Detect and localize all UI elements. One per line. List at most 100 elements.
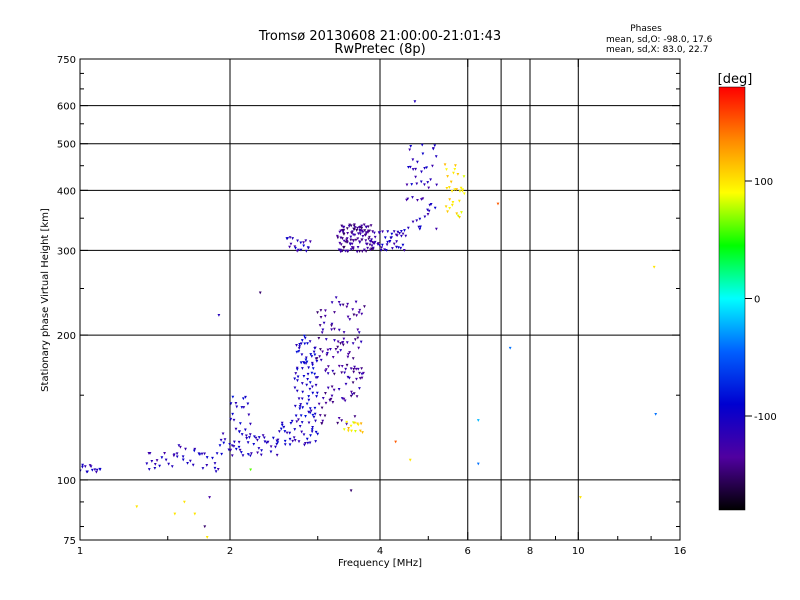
data-point	[229, 448, 233, 452]
data-point	[234, 447, 238, 451]
data-point	[297, 347, 301, 350]
data-point	[229, 417, 233, 421]
data-point	[330, 301, 334, 305]
data-point	[396, 230, 400, 234]
data-point	[193, 512, 197, 516]
data-point	[310, 355, 314, 358]
data-point	[297, 397, 301, 401]
data-point	[83, 465, 87, 469]
data-point	[416, 198, 419, 202]
data-point	[304, 415, 307, 418]
data-point	[269, 450, 273, 454]
data-point	[305, 402, 309, 406]
data-point	[425, 166, 429, 170]
data-point	[340, 371, 344, 375]
data-point	[237, 445, 241, 449]
data-point	[378, 231, 382, 235]
data-point	[252, 442, 256, 446]
data-point	[326, 348, 330, 352]
data-point	[319, 358, 323, 362]
data-point	[369, 224, 373, 228]
data-point	[336, 421, 340, 425]
data-point	[213, 466, 217, 470]
data-point	[356, 245, 360, 249]
data-point	[338, 241, 342, 245]
data-point	[346, 352, 350, 356]
data-point	[306, 342, 309, 346]
data-point	[362, 223, 366, 227]
data-point	[347, 376, 351, 380]
data-point	[334, 348, 338, 351]
data-point	[341, 343, 345, 347]
data-point	[346, 429, 350, 433]
data-point	[332, 372, 336, 376]
data-point	[360, 238, 364, 242]
data-point	[181, 458, 185, 462]
data-point	[343, 371, 347, 375]
data-point	[258, 291, 262, 295]
data-point	[299, 403, 303, 406]
data-point	[354, 429, 357, 433]
data-point	[320, 422, 324, 426]
data-point	[346, 249, 350, 253]
data-point	[293, 377, 297, 381]
data-point	[231, 412, 235, 416]
data-point	[181, 455, 185, 459]
data-point	[496, 202, 500, 206]
data-point	[426, 181, 430, 184]
data-point	[431, 147, 435, 151]
data-point	[230, 454, 234, 458]
data-point	[341, 237, 344, 240]
data-point	[98, 468, 102, 472]
data-point	[232, 440, 236, 444]
data-point	[256, 451, 259, 455]
data-point	[336, 351, 340, 355]
x-tick-label: 10	[572, 546, 585, 557]
data-point	[335, 234, 339, 238]
data-point	[348, 318, 352, 321]
data-point	[249, 468, 253, 472]
data-point	[298, 345, 302, 349]
data-point	[358, 225, 362, 229]
data-point	[317, 336, 321, 340]
data-point	[238, 430, 241, 434]
data-point	[318, 355, 322, 359]
data-point	[453, 167, 457, 171]
data-point	[221, 432, 225, 436]
data-point	[310, 430, 314, 434]
data-point	[339, 229, 343, 233]
data-point	[248, 433, 252, 437]
data-point	[172, 453, 176, 457]
data-point	[203, 525, 207, 529]
data-point	[337, 328, 341, 332]
data-point	[361, 230, 365, 234]
data-point	[427, 186, 431, 190]
data-point	[265, 441, 269, 445]
data-point	[308, 381, 312, 385]
data-point	[355, 229, 359, 232]
data-point	[310, 371, 314, 375]
data-point	[368, 229, 372, 233]
data-point	[186, 462, 189, 465]
data-point	[325, 353, 329, 357]
data-point	[153, 467, 157, 470]
data-point	[355, 395, 359, 398]
data-point	[360, 224, 364, 228]
data-point	[283, 430, 287, 433]
data-point	[135, 505, 139, 509]
data-point	[379, 248, 383, 252]
data-point	[423, 183, 426, 187]
data-point	[380, 246, 384, 250]
data-point	[376, 242, 380, 245]
data-point	[247, 413, 251, 417]
data-point	[150, 459, 154, 463]
data-point	[336, 340, 340, 344]
data-point	[356, 232, 360, 236]
data-point	[208, 496, 211, 499]
data-point	[311, 391, 315, 395]
data-point	[323, 314, 327, 318]
data-point	[395, 240, 399, 244]
data-point	[445, 168, 448, 172]
data-point	[414, 167, 418, 171]
data-point	[373, 235, 377, 239]
